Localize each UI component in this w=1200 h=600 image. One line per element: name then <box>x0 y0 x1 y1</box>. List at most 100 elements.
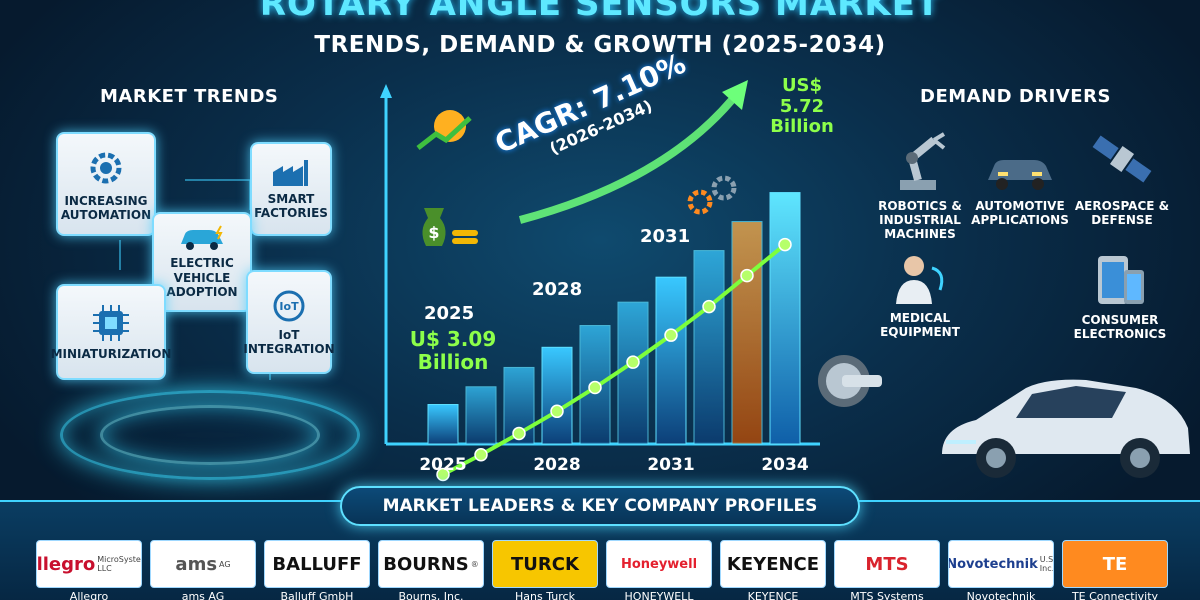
start-value-line2: Billion <box>417 350 489 374</box>
glow-ring-inner <box>100 405 320 465</box>
company-logo: BALLUFF <box>264 540 370 588</box>
trends-heading: MARKET TRENDS <box>100 86 279 107</box>
chip-icon <box>93 304 129 341</box>
driver-label: AEROSPACE & DEFENSE <box>1074 199 1170 227</box>
company-logo: Honeywell <box>606 540 712 588</box>
trend-point-2029 <box>588 380 602 395</box>
company-name: Allegro <box>69 590 109 600</box>
bar-2030 <box>617 301 649 445</box>
bar-2026 <box>465 386 497 445</box>
trend-point-2034 <box>778 237 792 252</box>
company-logo-text: TE <box>1102 553 1128 575</box>
y-axis-arrow <box>380 84 392 98</box>
gear-icon <box>90 152 122 184</box>
company-logo-text: ams <box>175 553 218 575</box>
driver-medical: MEDICAL EQUIPMENT <box>870 250 970 340</box>
trend-card-smart-factories: SMART FACTORIES <box>250 142 332 236</box>
money-bag-icon: $ <box>422 208 478 246</box>
x-tick-label: 2028 <box>533 455 580 475</box>
page-title: ROTARY ANGLE SENSORS MARKET <box>259 0 941 24</box>
trend-point-2026 <box>474 448 488 462</box>
trend-label: ELECTRIC VEHICLE ADOPTION <box>166 256 238 300</box>
electric-car-illustration <box>942 379 1190 478</box>
trend-card-automation: INCREASING AUTOMATION <box>56 132 156 236</box>
company-name: KEYENCE <box>747 590 799 600</box>
leaders-heading: MARKET LEADERS & KEY COMPANY PROFILES <box>340 486 860 526</box>
growth-arrow <box>518 87 744 224</box>
svg-text:$: $ <box>428 223 439 242</box>
driver-label: ROBOTICS & INDUSTRIAL MACHINES <box>878 199 962 241</box>
company-logo-text: BALLUFF <box>272 553 362 575</box>
company-logo: MTS <box>834 540 940 588</box>
company-logo: ams AG <box>150 540 256 588</box>
market-chart: 2025 2028 2031 2034 <box>380 80 820 482</box>
trend-point-2025 <box>436 467 450 482</box>
company-logo-text: BOURNS <box>383 553 469 575</box>
driver-label: CONSUMER ELECTRONICS <box>1073 313 1167 341</box>
trend-card-ev: ELECTRIC VEHICLE ADOPTION <box>152 212 252 312</box>
x-tick-label: 2025 <box>419 455 466 475</box>
driver-consumer-electronics: CONSUMER ELECTRONICS <box>1070 252 1170 342</box>
bar-2034 <box>769 192 801 445</box>
company-logo: KEYENCE <box>720 540 826 588</box>
page-subtitle: TRENDS, DEMAND & GROWTH (2025-2034) <box>314 32 886 58</box>
trend-label: IoT INTEGRATION <box>243 327 335 356</box>
devices-icon <box>1098 256 1144 304</box>
start-value-label: U$ 3.09 Billion <box>408 328 498 374</box>
driver-aerospace: AEROSPACE & DEFENSE <box>1074 124 1170 228</box>
growth-arrow-head <box>722 80 748 110</box>
trend-label: SMART FACTORIES <box>254 191 328 220</box>
end-value-line2: 5.72 <box>779 95 825 117</box>
company-name: Balluff GmbH <box>280 590 354 600</box>
company-name: MTS Systems <box>850 590 924 600</box>
end-value-line3: Billion <box>770 116 834 138</box>
year-label-2028: 2028 <box>532 279 583 300</box>
company-name: ams AG <box>181 590 225 600</box>
bar-2031 <box>655 276 687 445</box>
sun-growth-icon <box>416 110 472 150</box>
bar-2028 <box>541 346 573 445</box>
company-logo-text: Allegro <box>36 553 96 575</box>
driver-label: AUTOMOTIVE APPLICATIONS <box>971 199 1069 227</box>
company-logo: AllegroMicroSystems, LLC <box>36 540 142 588</box>
rotary-sensor-icon <box>818 355 882 407</box>
trend-point-2031 <box>664 328 678 342</box>
company-logo-text: Novotechnik <box>948 556 1038 572</box>
gears-icon <box>687 175 737 215</box>
driver-robotics: ROBOTICS & INDUSTRIAL MACHINES <box>866 124 974 241</box>
satellite-icon <box>1092 135 1152 183</box>
trend-label: INCREASING AUTOMATION <box>60 193 152 222</box>
x-tick-label: 2031 <box>647 455 694 475</box>
trend-point-2028 <box>550 404 564 419</box>
trend-point-2033 <box>740 268 754 283</box>
end-value-line1: US$ <box>781 75 823 96</box>
trend-point-2027 <box>512 426 526 441</box>
company-logo: TE <box>1062 540 1168 588</box>
bar-2032 <box>693 250 725 445</box>
company-logo-text: KEYENCE <box>726 553 820 575</box>
company-logo: BOURNS ® <box>378 540 484 588</box>
trend-card-iot: IoT IoT INTEGRATION <box>243 270 335 374</box>
drivers-heading: DEMAND DRIVERS <box>920 86 1111 107</box>
company-logo-subtext: AG <box>219 559 231 569</box>
company-logo-subtext: MicroSystems, LLC <box>97 555 141 573</box>
company-logo: TURCK <box>492 540 598 588</box>
trend-line <box>442 243 787 477</box>
company-name: Bourns, Inc. <box>398 590 464 600</box>
bar-2033 <box>731 221 763 445</box>
company-name: HONEYWELL <box>624 590 694 600</box>
robot-arm-icon <box>900 132 946 190</box>
x-tick-label: 2034 <box>761 455 808 475</box>
car-icon <box>988 160 1052 190</box>
start-year-label: 2025 <box>424 303 475 324</box>
glow-ring <box>60 390 360 480</box>
company-logo-text: Honeywell <box>620 556 698 572</box>
company-name: Novotechnik <box>966 590 1036 600</box>
driver-automotive: AUTOMOTIVE APPLICATIONS <box>968 150 1072 228</box>
trend-point-2030 <box>626 355 640 369</box>
company-logo-subtext: ® <box>470 559 479 569</box>
company-name: Hans Turck <box>515 590 575 600</box>
start-value-line1: U$ 3.09 <box>409 327 497 351</box>
trend-label: MINIATURIZATION <box>50 346 172 361</box>
trend-card-miniaturization: MINIATURIZATION <box>51 284 171 380</box>
